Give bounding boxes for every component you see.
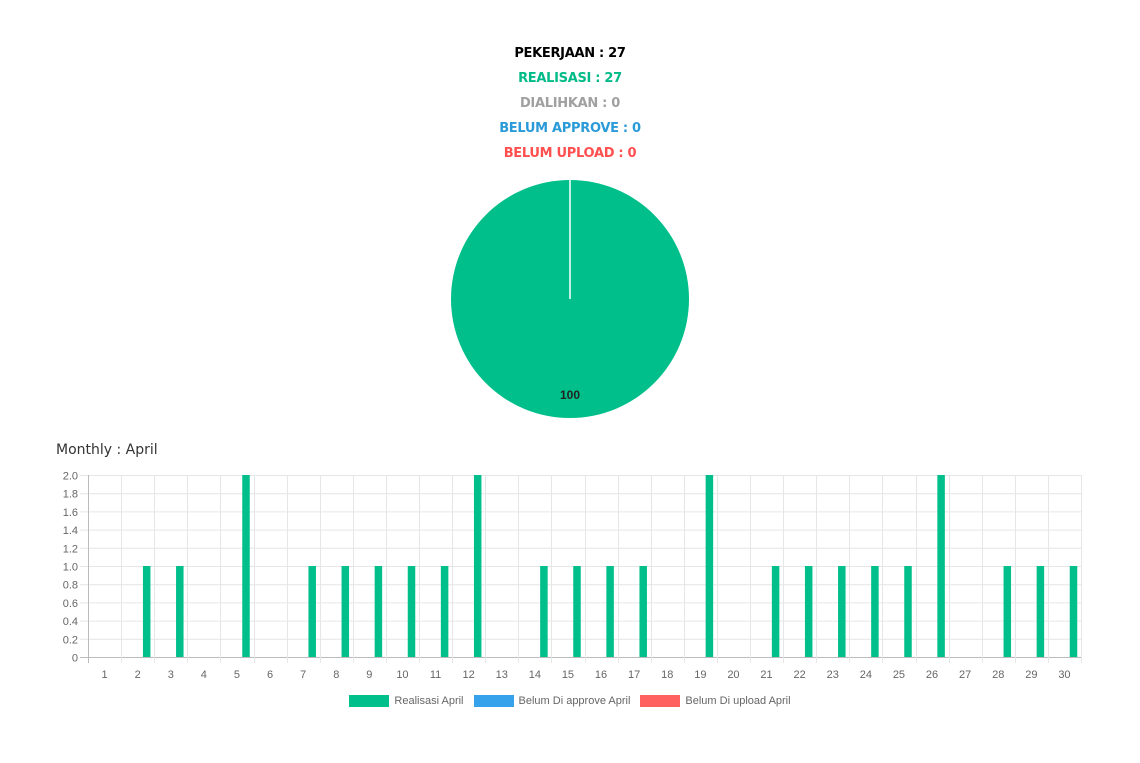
x-tick-label: 28 — [992, 669, 1004, 681]
x-tick-label: 5 — [234, 669, 240, 681]
belum-upload-count: BELUM UPLOAD : 0 — [503, 146, 637, 161]
y-tick-label: 2.0 — [63, 471, 78, 483]
x-tick-label: 8 — [333, 669, 339, 681]
bar-realisasi-15[interactable] — [573, 566, 581, 657]
bar-realisasi-19[interactable] — [705, 475, 714, 657]
legend-item-realisasi[interactable]: Realisasi April — [349, 695, 464, 707]
bar-realisasi-3[interactable] — [176, 566, 184, 657]
pie-chart: 100 — [451, 180, 689, 418]
x-tick-label: 15 — [562, 669, 574, 681]
x-tick-label: 9 — [366, 669, 372, 681]
chart-legend: Realisasi April Belum Di approve April B… — [0, 695, 1140, 707]
bar-realisasi-28[interactable] — [1003, 566, 1012, 657]
x-tick-label: 16 — [595, 669, 607, 681]
bar-realisasi-24[interactable] — [871, 566, 879, 657]
x-tick-label: 6 — [267, 669, 273, 681]
x-tick-label: 14 — [529, 669, 541, 681]
legend-swatch-belum-upload — [640, 695, 681, 707]
bar-realisasi-16[interactable] — [606, 566, 614, 657]
legend-label-belum-upload: Belum Di upload April — [685, 695, 791, 707]
y-tick-label: 1.8 — [63, 489, 78, 501]
y-tick-label: 1.4 — [63, 525, 78, 537]
y-tick-label: 0 — [72, 653, 78, 665]
x-tick-label: 25 — [893, 669, 905, 681]
bar-realisasi-10[interactable] — [407, 566, 416, 657]
x-tick-label: 18 — [661, 669, 673, 681]
x-tick-label: 13 — [496, 669, 508, 681]
legend-swatch-belum-approve — [473, 695, 514, 707]
bar-realisasi-2[interactable] — [142, 566, 151, 657]
y-tick-label: 0.4 — [63, 616, 78, 628]
legend-swatch-realisasi — [349, 695, 390, 707]
x-tick-label: 2 — [135, 669, 141, 681]
bar-realisasi-5[interactable] — [242, 475, 250, 657]
bar-realisasi-12[interactable] — [473, 475, 482, 657]
monthly-bar-chart: 00.20.40.60.81.01.21.41.61.82.01 2 3 4 5 6 7 8 9… — [63, 471, 1082, 681]
legend-item-belum-approve[interactable]: Belum Di approve April — [473, 695, 631, 707]
pie-data-label: 100 — [560, 388, 580, 402]
bar-realisasi-17[interactable] — [639, 566, 647, 657]
bar-realisasi-25[interactable] — [904, 566, 912, 657]
x-tick-label: 4 — [201, 669, 207, 681]
pekerjaan-count: PEKERJAAN : 27 — [514, 46, 626, 61]
x-tick-label: 12 — [463, 669, 475, 681]
x-tick-label: 20 — [727, 669, 739, 681]
y-tick-label: 1.6 — [63, 507, 78, 519]
x-tick-label: 21 — [760, 669, 772, 681]
y-tick-label: 0.8 — [63, 580, 78, 592]
y-tick-label: 0.2 — [63, 634, 78, 646]
x-tick-label: 1 — [101, 669, 107, 681]
bar-realisasi-14[interactable] — [540, 566, 548, 657]
x-tick-label: 27 — [959, 669, 971, 681]
bar-realisasi-26[interactable] — [937, 475, 945, 657]
x-tick-label: 3 — [168, 669, 174, 681]
legend-label-realisasi: Realisasi April — [394, 695, 464, 707]
monthly-title: Monthly : April — [56, 442, 158, 458]
summary-stats: PEKERJAAN : 27 REALISASI : 27 DIALIHKAN … — [0, 41, 1140, 166]
realisasi-count: REALISASI : 27 — [518, 71, 622, 86]
y-tick-label: 0.6 — [63, 598, 78, 610]
x-tick-label: 22 — [794, 669, 806, 681]
x-tick-label: 17 — [628, 669, 640, 681]
bar-realisasi-9[interactable] — [374, 566, 383, 657]
legend-label-belum-approve: Belum Di approve April — [518, 695, 631, 707]
bar-realisasi-23[interactable] — [838, 566, 846, 657]
legend-item-belum-upload[interactable]: Belum Di upload April — [640, 695, 791, 707]
belum-approve-count: BELUM APPROVE : 0 — [499, 121, 641, 136]
x-tick-label: 19 — [694, 669, 706, 681]
x-tick-label: 24 — [860, 669, 872, 681]
bar-realisasi-30[interactable] — [1069, 566, 1078, 657]
x-tick-label: 10 — [396, 669, 408, 681]
bar-realisasi-22[interactable] — [804, 566, 813, 657]
bar-realisasi-21[interactable] — [771, 566, 780, 657]
x-tick-label: 11 — [430, 669, 441, 681]
bar-realisasi-7[interactable] — [308, 566, 316, 657]
x-tick-label: 7 — [300, 669, 306, 681]
y-tick-label: 1.0 — [63, 562, 78, 574]
y-tick-label: 1.2 — [63, 543, 78, 555]
x-tick-label: 30 — [1058, 669, 1070, 681]
bar-realisasi-8[interactable] — [341, 566, 350, 657]
dialihkan-count: DIALIHKAN : 0 — [519, 96, 621, 111]
x-tick-label: 29 — [1025, 669, 1037, 681]
x-tick-label: 23 — [827, 669, 839, 681]
bar-realisasi-29[interactable] — [1036, 566, 1045, 657]
x-tick-label: 26 — [926, 669, 938, 681]
bar-realisasi-11[interactable] — [440, 566, 449, 657]
